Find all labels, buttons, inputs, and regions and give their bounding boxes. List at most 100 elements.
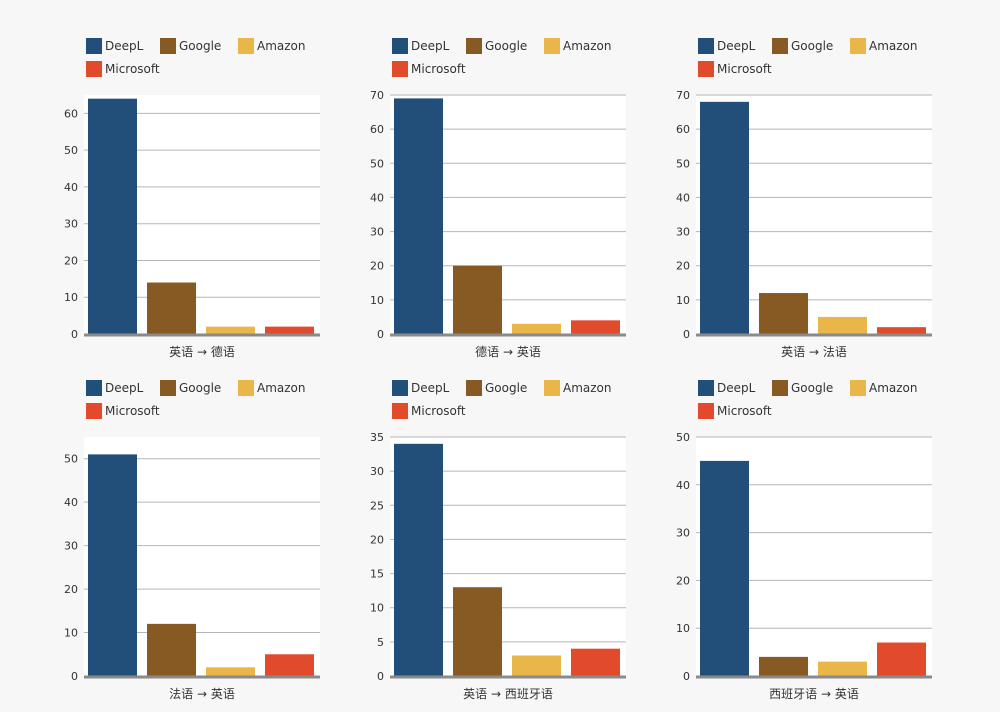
legend-swatch: [850, 38, 866, 54]
bar-google[interactable]: [759, 293, 808, 334]
bar-google[interactable]: [147, 282, 196, 334]
legend-item[interactable]: Amazon: [238, 38, 306, 54]
y-tick-label: 20: [370, 260, 384, 273]
legend-swatch: [86, 38, 102, 54]
legend-label: Microsoft: [717, 404, 772, 418]
x-axis-label: 德语 → 英语: [475, 344, 541, 359]
legend-item[interactable]: DeepL: [392, 380, 449, 396]
bar-microsoft[interactable]: [571, 648, 620, 676]
y-tick-label: 10: [64, 291, 78, 304]
bar-google[interactable]: [759, 656, 808, 676]
legend-swatch: [772, 38, 788, 54]
y-tick-label: 60: [64, 107, 78, 120]
legend-swatch: [238, 38, 254, 54]
legend-item[interactable]: Amazon: [850, 380, 918, 396]
bar-deepl[interactable]: [394, 98, 443, 335]
y-tick-label: 50: [370, 157, 384, 170]
bar-microsoft[interactable]: [571, 320, 620, 334]
bar-chart-panel: DeepL Google Amazon Microsoft 0 10 20 30 40 50 60 7…: [366, 30, 666, 370]
bar-amazon[interactable]: [818, 661, 867, 676]
bar-amazon[interactable]: [206, 326, 255, 334]
legend-item[interactable]: DeepL: [698, 38, 755, 54]
bar-deepl[interactable]: [88, 98, 137, 334]
legend-item[interactable]: Google: [772, 38, 833, 54]
bar-microsoft[interactable]: [877, 642, 926, 676]
y-tick-label: 40: [64, 181, 78, 194]
legend-label: Amazon: [869, 39, 918, 53]
legend-label: DeepL: [411, 381, 450, 395]
bar-amazon[interactable]: [818, 316, 867, 334]
bar-chart-panel: DeepL Google Amazon Microsoft 0 5 10 15 20 25 30 35…: [366, 372, 666, 712]
legend-swatch: [698, 380, 714, 396]
legend-label: Amazon: [869, 381, 918, 395]
legend-swatch: [160, 38, 176, 54]
bar-microsoft[interactable]: [265, 654, 314, 676]
bar-deepl[interactable]: [700, 460, 749, 676]
y-tick-label: 50: [64, 144, 78, 157]
y-tick-label: 0: [377, 328, 384, 341]
legend-item[interactable]: Amazon: [544, 38, 612, 54]
bar-chart-panel: DeepL Google Amazon Microsoft 0 10 20 30 40 50 60 英…: [60, 30, 360, 370]
bar-chart: 0 10 20 30 40 50 60 英语 → 德语: [64, 95, 320, 359]
y-tick-label: 40: [676, 479, 690, 492]
y-tick-label: 15: [370, 568, 384, 581]
bar-amazon[interactable]: [512, 323, 561, 334]
bar-microsoft[interactable]: [265, 326, 314, 334]
bar-chart: 0 5 10 15 20 25 30 35 英语 → 西班牙语: [370, 431, 626, 701]
bar-amazon[interactable]: [512, 655, 561, 676]
bar-chart-panel: DeepL Google Amazon Microsoft 0 10 20 30 40 50 西班牙…: [672, 372, 972, 712]
y-tick-label: 40: [64, 496, 78, 509]
legend-item[interactable]: Microsoft: [392, 61, 466, 77]
legend-swatch: [392, 61, 408, 77]
legend-swatch: [698, 38, 714, 54]
legend-item[interactable]: Google: [466, 38, 527, 54]
bar-deepl[interactable]: [88, 454, 137, 676]
legend-item[interactable]: Google: [466, 380, 527, 396]
legend-swatch: [698, 61, 714, 77]
y-tick-label: 0: [683, 670, 690, 683]
y-tick-label: 60: [370, 123, 384, 136]
bar-deepl[interactable]: [394, 443, 443, 676]
legend-label: Amazon: [563, 381, 612, 395]
legend-label: Amazon: [257, 39, 306, 53]
legend-label: Google: [485, 39, 528, 53]
legend-swatch: [160, 380, 176, 396]
bar-chart: 0 10 20 30 40 50 60 70 英语 → 法语: [676, 89, 932, 359]
bar-amazon[interactable]: [206, 667, 255, 676]
legend-item[interactable]: DeepL: [392, 38, 449, 54]
legend-item[interactable]: DeepL: [86, 38, 143, 54]
legend-label: Google: [179, 39, 222, 53]
y-tick-label: 10: [64, 627, 78, 640]
legend-item[interactable]: Amazon: [544, 380, 612, 396]
legend-label: Google: [485, 381, 528, 395]
bar-google[interactable]: [453, 587, 502, 676]
y-tick-label: 20: [64, 254, 78, 267]
legend-item[interactable]: Amazon: [238, 380, 306, 396]
legend-label: DeepL: [717, 381, 756, 395]
legend-item[interactable]: Microsoft: [392, 403, 466, 419]
legend-item[interactable]: Google: [160, 380, 221, 396]
legend-swatch: [86, 61, 102, 77]
y-tick-label: 0: [377, 670, 384, 683]
legend-swatch: [86, 380, 102, 396]
legend-item[interactable]: Microsoft: [698, 61, 772, 77]
y-tick-label: 70: [370, 89, 384, 102]
y-tick-label: 10: [370, 294, 384, 307]
bar-google[interactable]: [147, 623, 196, 676]
bar-deepl[interactable]: [700, 101, 749, 334]
bar-microsoft[interactable]: [877, 327, 926, 334]
legend-item[interactable]: Google: [160, 38, 221, 54]
legend-item[interactable]: Amazon: [850, 38, 918, 54]
legend-item[interactable]: Microsoft: [698, 403, 772, 419]
legend-swatch: [392, 403, 408, 419]
legend-label: DeepL: [717, 39, 756, 53]
legend-item[interactable]: Microsoft: [86, 61, 160, 77]
bar-google[interactable]: [453, 265, 502, 334]
y-tick-label: 70: [676, 89, 690, 102]
y-tick-label: 25: [370, 499, 384, 512]
legend-item[interactable]: DeepL: [86, 380, 143, 396]
y-tick-label: 0: [683, 328, 690, 341]
legend-item[interactable]: Microsoft: [86, 403, 160, 419]
legend-item[interactable]: DeepL: [698, 380, 755, 396]
legend-item[interactable]: Google: [772, 380, 833, 396]
